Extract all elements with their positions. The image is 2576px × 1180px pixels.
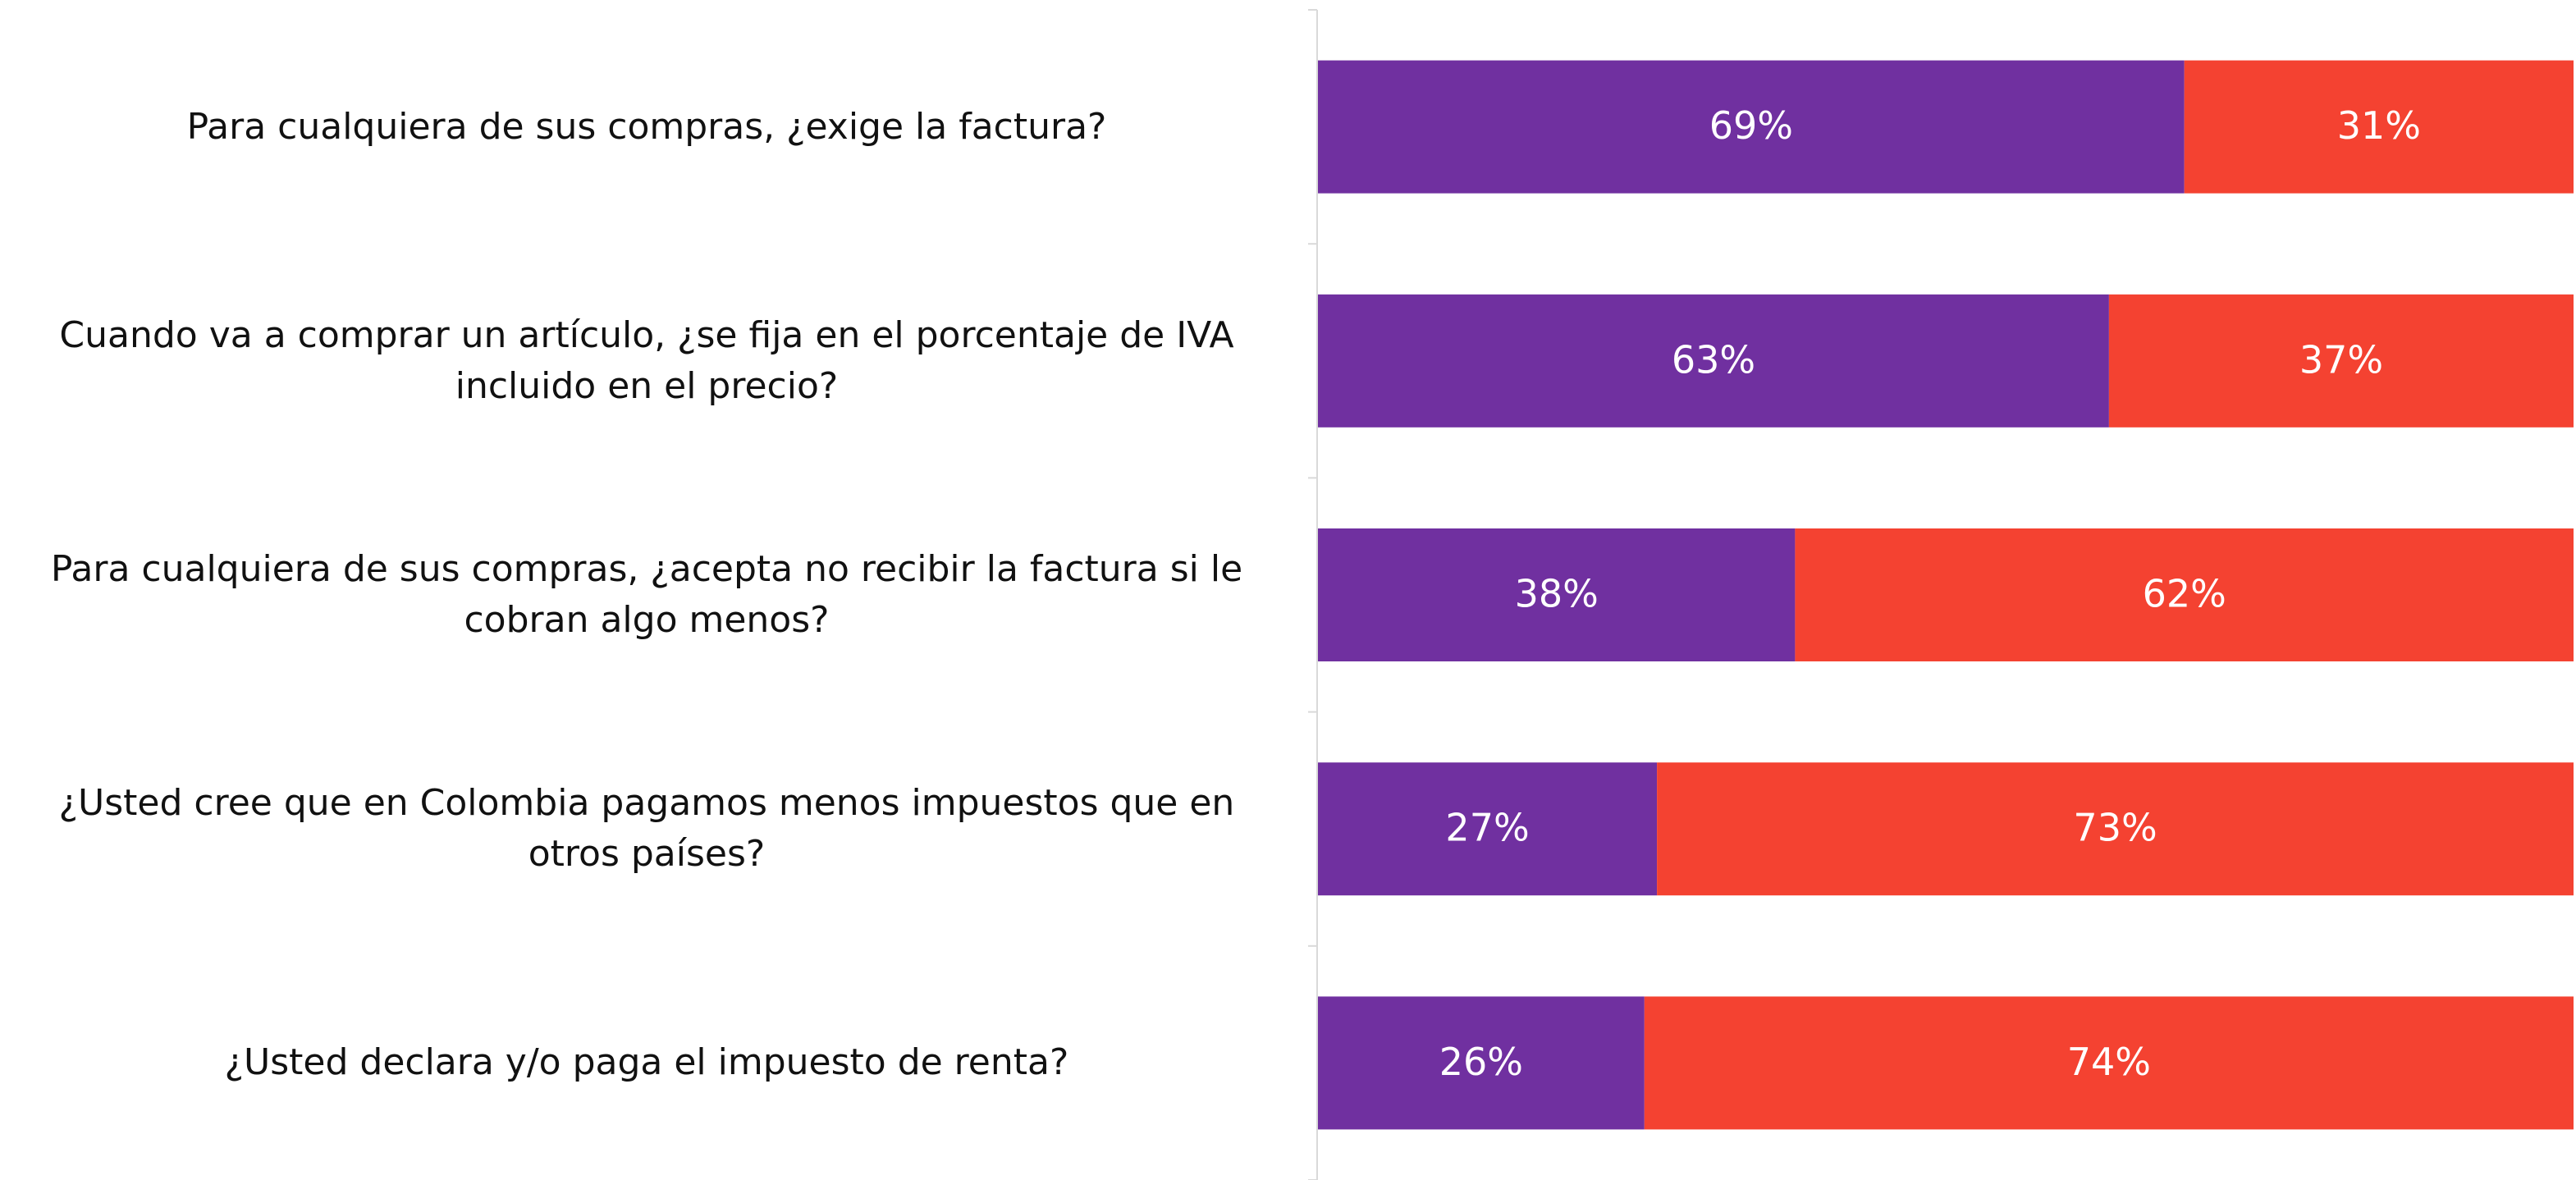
bar-segment bbox=[1318, 528, 1796, 661]
bar-segment bbox=[1644, 996, 2574, 1130]
value-label: 37% bbox=[2299, 337, 2383, 382]
category-label: ¿Usted declara y/o paga el impuesto de r… bbox=[224, 1041, 1069, 1084]
value-label: 62% bbox=[2143, 572, 2226, 616]
value-label: 38% bbox=[1515, 572, 1599, 616]
value-label: 69% bbox=[1709, 103, 1793, 148]
value-label: 26% bbox=[1439, 1040, 1523, 1084]
category-label: Para cualquiera de sus compras, ¿exige l… bbox=[186, 105, 1107, 148]
value-label: 31% bbox=[2337, 103, 2421, 148]
bar-segment bbox=[1318, 60, 2185, 194]
bar-segment bbox=[1657, 762, 2574, 896]
value-label: 63% bbox=[1672, 337, 1755, 382]
bar-segment bbox=[2184, 60, 2574, 194]
value-label: 74% bbox=[2067, 1040, 2151, 1084]
bar-segment bbox=[1318, 294, 2109, 428]
category-label: Cuando va a comprar un artículo, ¿se fij… bbox=[59, 313, 1234, 407]
category-label: Para cualquiera de sus compras, ¿acepta … bbox=[50, 548, 1243, 641]
value-label: 73% bbox=[2073, 806, 2157, 850]
bar-segment bbox=[1795, 528, 2574, 661]
value-label: 27% bbox=[1445, 806, 1529, 850]
bar-segment bbox=[1318, 996, 1645, 1130]
category-label: ¿Usted cree que en Colombia pagamos meno… bbox=[58, 782, 1235, 876]
bar-segment bbox=[2108, 294, 2574, 428]
bar-segment bbox=[1318, 762, 1658, 896]
